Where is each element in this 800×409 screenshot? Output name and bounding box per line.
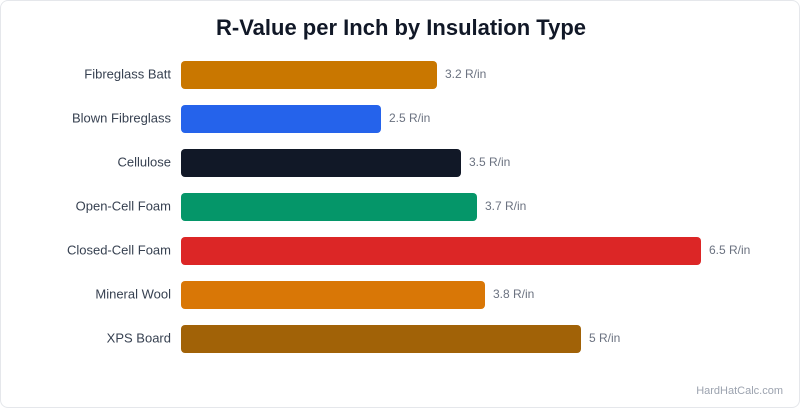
- category-label: Closed-Cell Foam: [67, 242, 171, 257]
- bar: [181, 105, 381, 133]
- category-label: Blown Fibreglass: [72, 110, 171, 125]
- value-label: 3.8 R/in: [493, 287, 534, 301]
- value-label: 3.7 R/in: [485, 199, 526, 213]
- chart-title: R-Value per Inch by Insulation Type: [216, 15, 586, 40]
- bar: [181, 281, 485, 309]
- bar: [181, 237, 701, 265]
- watermark: HardHatCalc.com: [696, 385, 783, 397]
- value-label: 6.5 R/in: [709, 243, 750, 257]
- category-label: Cellulose: [118, 154, 171, 169]
- bar: [181, 61, 437, 89]
- category-label: Mineral Wool: [95, 286, 171, 301]
- value-label: 3.5 R/in: [469, 155, 510, 169]
- category-label: Open-Cell Foam: [76, 198, 171, 213]
- value-label: 5 R/in: [589, 331, 620, 345]
- bar: [181, 193, 477, 221]
- value-label: 3.2 R/in: [445, 67, 486, 81]
- category-label: Fibreglass Batt: [84, 66, 171, 81]
- bar: [181, 149, 461, 177]
- category-label: XPS Board: [107, 330, 171, 345]
- value-label: 2.5 R/in: [389, 111, 430, 125]
- bar: [181, 325, 581, 353]
